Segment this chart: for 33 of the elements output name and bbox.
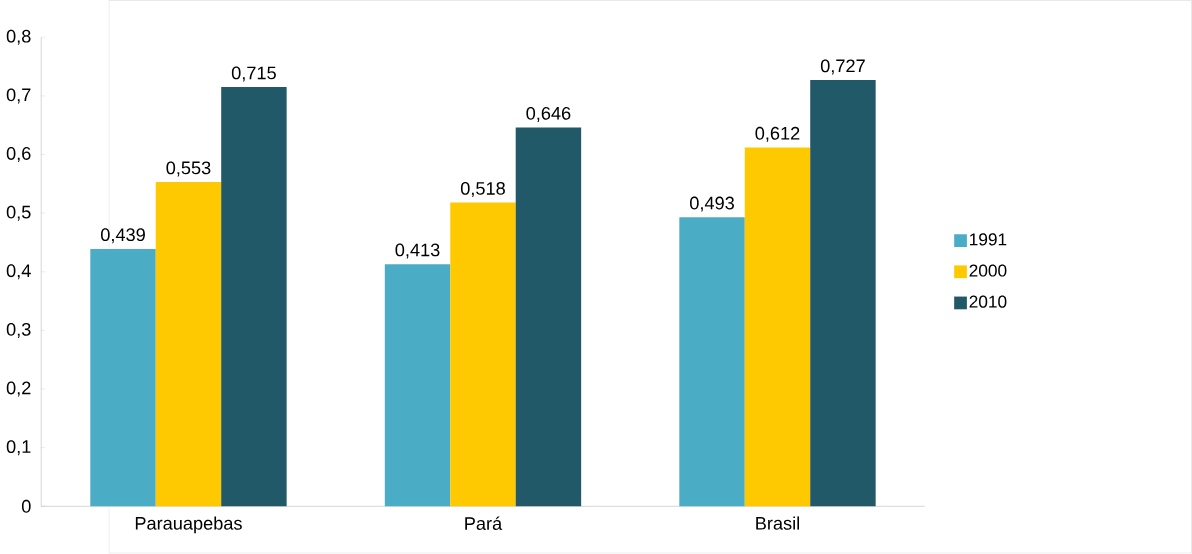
bar (221, 87, 287, 507)
bar (810, 80, 876, 507)
bar (515, 127, 582, 507)
y-tick-label: 0,3 (6, 323, 31, 339)
y-tick-label: 0,6 (6, 147, 31, 163)
y-tick-label: 0,5 (6, 205, 31, 221)
data-label: 0,518 (460, 182, 505, 198)
bar (744, 147, 811, 507)
bar (90, 249, 156, 507)
y-tick-label: 0 (21, 500, 31, 513)
legend-label: 1991 (970, 233, 1007, 246)
y-tick-label: 0,7 (6, 88, 31, 104)
legend-label: 2000 (969, 264, 1007, 277)
x-tick-label: Brasil (756, 516, 799, 530)
y-tick-label: 0,8 (6, 29, 31, 45)
data-label: 0,715 (231, 66, 276, 82)
y-tick-label: 0,4 (6, 264, 31, 280)
x-tick-label: Parauapebas (135, 516, 242, 534)
x-tick-label: Pará (465, 516, 503, 531)
y-tick-label: 0,1 (6, 440, 31, 456)
data-label: 0,553 (166, 161, 211, 177)
bar (450, 202, 516, 507)
y-tick-label: 0,2 (6, 381, 31, 397)
data-label: 0,646 (526, 107, 571, 123)
data-label: 0,612 (755, 127, 800, 143)
bar (384, 264, 451, 507)
data-label: 0,727 (820, 59, 865, 75)
legend-label: 2010 (969, 295, 1007, 308)
data-label: 0,439 (100, 228, 145, 244)
data-label: 0,493 (690, 196, 734, 212)
bar (679, 217, 745, 507)
data-label: 0,413 (395, 243, 440, 259)
bar (155, 182, 222, 507)
